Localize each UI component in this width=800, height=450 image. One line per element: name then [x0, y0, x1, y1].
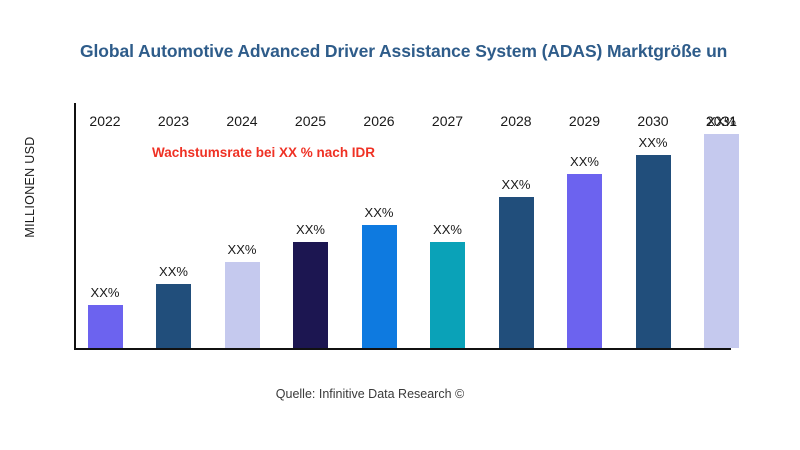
bar-group: XX% 2029: [567, 103, 602, 348]
bar[interactable]: [430, 242, 465, 348]
growth-rate-annotation: Wachstumsrate bei XX % nach IDR: [152, 145, 376, 160]
bar-value-label: XX%: [638, 135, 668, 150]
y-axis-title: MILLIONEN USD: [23, 136, 37, 238]
bar-group: XX% 2028: [498, 103, 534, 348]
chart-title: Global Automotive Advanced Driver Assist…: [80, 41, 728, 61]
bar-value-label: XX%: [296, 222, 325, 237]
bar-group: XX% 2025: [293, 103, 328, 348]
x-axis-tick-label: 2027: [431, 113, 464, 129]
x-axis-tick-label: 2023: [157, 113, 190, 129]
bar[interactable]: [87, 305, 123, 348]
bar[interactable]: [498, 197, 534, 348]
bar[interactable]: [224, 262, 260, 348]
x-axis-tick-label: 2031: [705, 113, 738, 129]
bar[interactable]: [156, 284, 191, 348]
bar[interactable]: [704, 134, 739, 348]
bar-group: XX% 2024: [224, 103, 260, 348]
bar-value-label: XX%: [364, 205, 394, 220]
bar-group: XX% 2027: [430, 103, 465, 348]
x-axis-tick-label: 2022: [89, 113, 121, 129]
bar-value-label: XX%: [570, 154, 599, 169]
bar-value-label: XX%: [707, 114, 736, 129]
bar-group: XX% 2030: [635, 103, 671, 348]
bar-value-label: XX%: [90, 285, 120, 300]
x-axis-tick-label: 2029: [568, 113, 601, 129]
x-axis-line: [74, 348, 731, 350]
x-axis-tick-label: 2024: [226, 113, 258, 129]
x-axis-tick-label: 2028: [500, 113, 532, 129]
bar-value-label: XX%: [501, 177, 531, 192]
bar-group: XX% 2026: [361, 103, 397, 348]
x-axis-tick-label: 2026: [363, 113, 395, 129]
bar-value-label: XX%: [159, 264, 188, 279]
bar[interactable]: [567, 174, 602, 348]
source-note: Quelle: Infinitive Data Research ©: [275, 387, 465, 401]
y-axis-line: [74, 103, 76, 348]
bar-group: XX% 2023: [156, 103, 191, 348]
bar[interactable]: [293, 242, 328, 348]
bar-group: XX% 2031: [704, 103, 739, 348]
bar-value-label: XX%: [227, 242, 257, 257]
bar-value-label: XX%: [433, 222, 462, 237]
bar[interactable]: [361, 225, 397, 348]
plot-area: Wachstumsrate bei XX % nach IDR XX% 2022 X…: [74, 103, 774, 350]
x-axis-tick-label: 2025: [294, 113, 327, 129]
x-axis-tick-label: 2030: [637, 113, 669, 129]
bar-group: XX% 2022: [87, 103, 123, 348]
bar[interactable]: [635, 155, 671, 348]
